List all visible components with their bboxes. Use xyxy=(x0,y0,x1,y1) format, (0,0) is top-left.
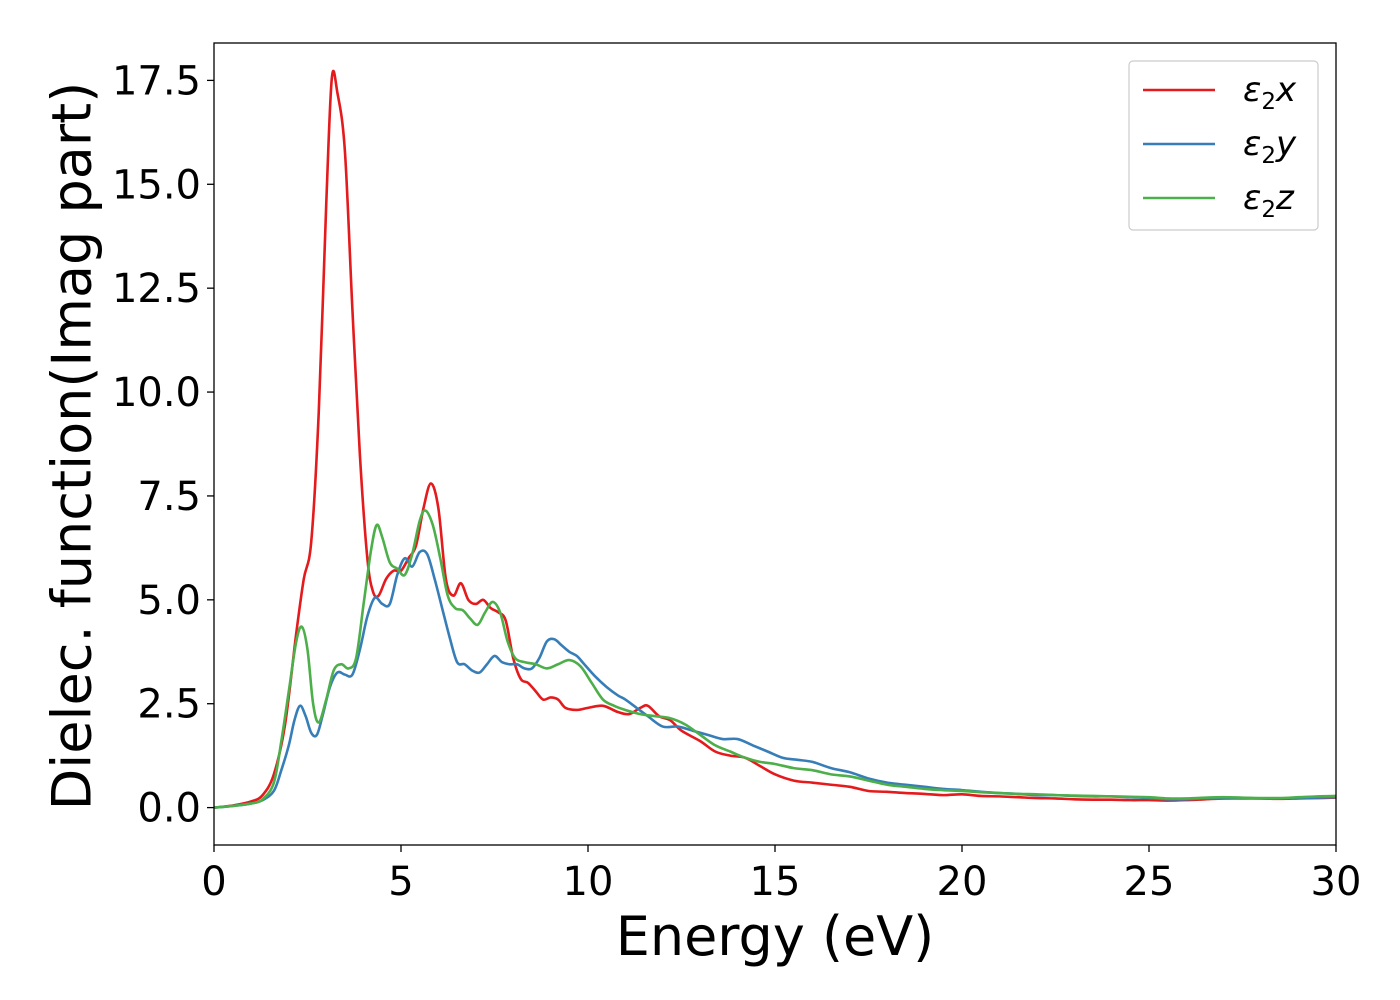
legend-symbol: ε xyxy=(1243,70,1261,110)
y-tick-label: 5.0 xyxy=(137,578,201,624)
legend-variable: y xyxy=(1275,124,1297,164)
legend-subscript: 2 xyxy=(1261,197,1276,223)
x-tick-label: 25 xyxy=(1124,859,1175,905)
series-layer xyxy=(214,69,1336,809)
y-tick-label: 7.5 xyxy=(137,474,201,520)
y-tick-label: 12.5 xyxy=(112,266,201,312)
x-tick-label: 5 xyxy=(388,859,413,905)
y-tick-label: 10.0 xyxy=(112,370,201,416)
series-line-x xyxy=(214,69,1336,809)
legend-subscript: 2 xyxy=(1261,89,1276,115)
x-axis-ticks: 0 5 10 15 20 25 30 xyxy=(201,845,1361,905)
y-axis-label: Dielec. function(Imag part) xyxy=(41,82,104,811)
x-tick-label: 30 xyxy=(1311,859,1362,905)
y-axis-ticks: 0.0 2.5 5.0 7.5 10.0 12.5 15.0 17.5 xyxy=(112,58,214,832)
legend-label-y: ε2y xyxy=(1243,124,1297,169)
y-tick-label: 0.0 xyxy=(137,786,201,832)
legend-symbol: ε xyxy=(1243,178,1261,218)
legend-box xyxy=(1128,60,1319,231)
x-axis-label: Energy (eV) xyxy=(616,905,935,968)
legend-label-x: ε2x xyxy=(1243,70,1297,115)
legend-subscript: 2 xyxy=(1261,143,1276,169)
x-tick-label: 0 xyxy=(201,859,226,905)
y-tick-label: 2.5 xyxy=(137,682,201,728)
legend-variable: z xyxy=(1275,178,1295,218)
y-tick-label: 15.0 xyxy=(112,162,201,208)
x-tick-label: 10 xyxy=(563,859,614,905)
x-tick-label: 15 xyxy=(750,859,801,905)
series-line-z xyxy=(214,509,1336,809)
legend-variable: x xyxy=(1275,70,1297,110)
x-tick-label: 20 xyxy=(937,859,988,905)
y-tick-label: 17.5 xyxy=(112,58,201,104)
legend-symbol: ε xyxy=(1243,124,1261,164)
legend-label-z: ε2z xyxy=(1243,178,1295,223)
